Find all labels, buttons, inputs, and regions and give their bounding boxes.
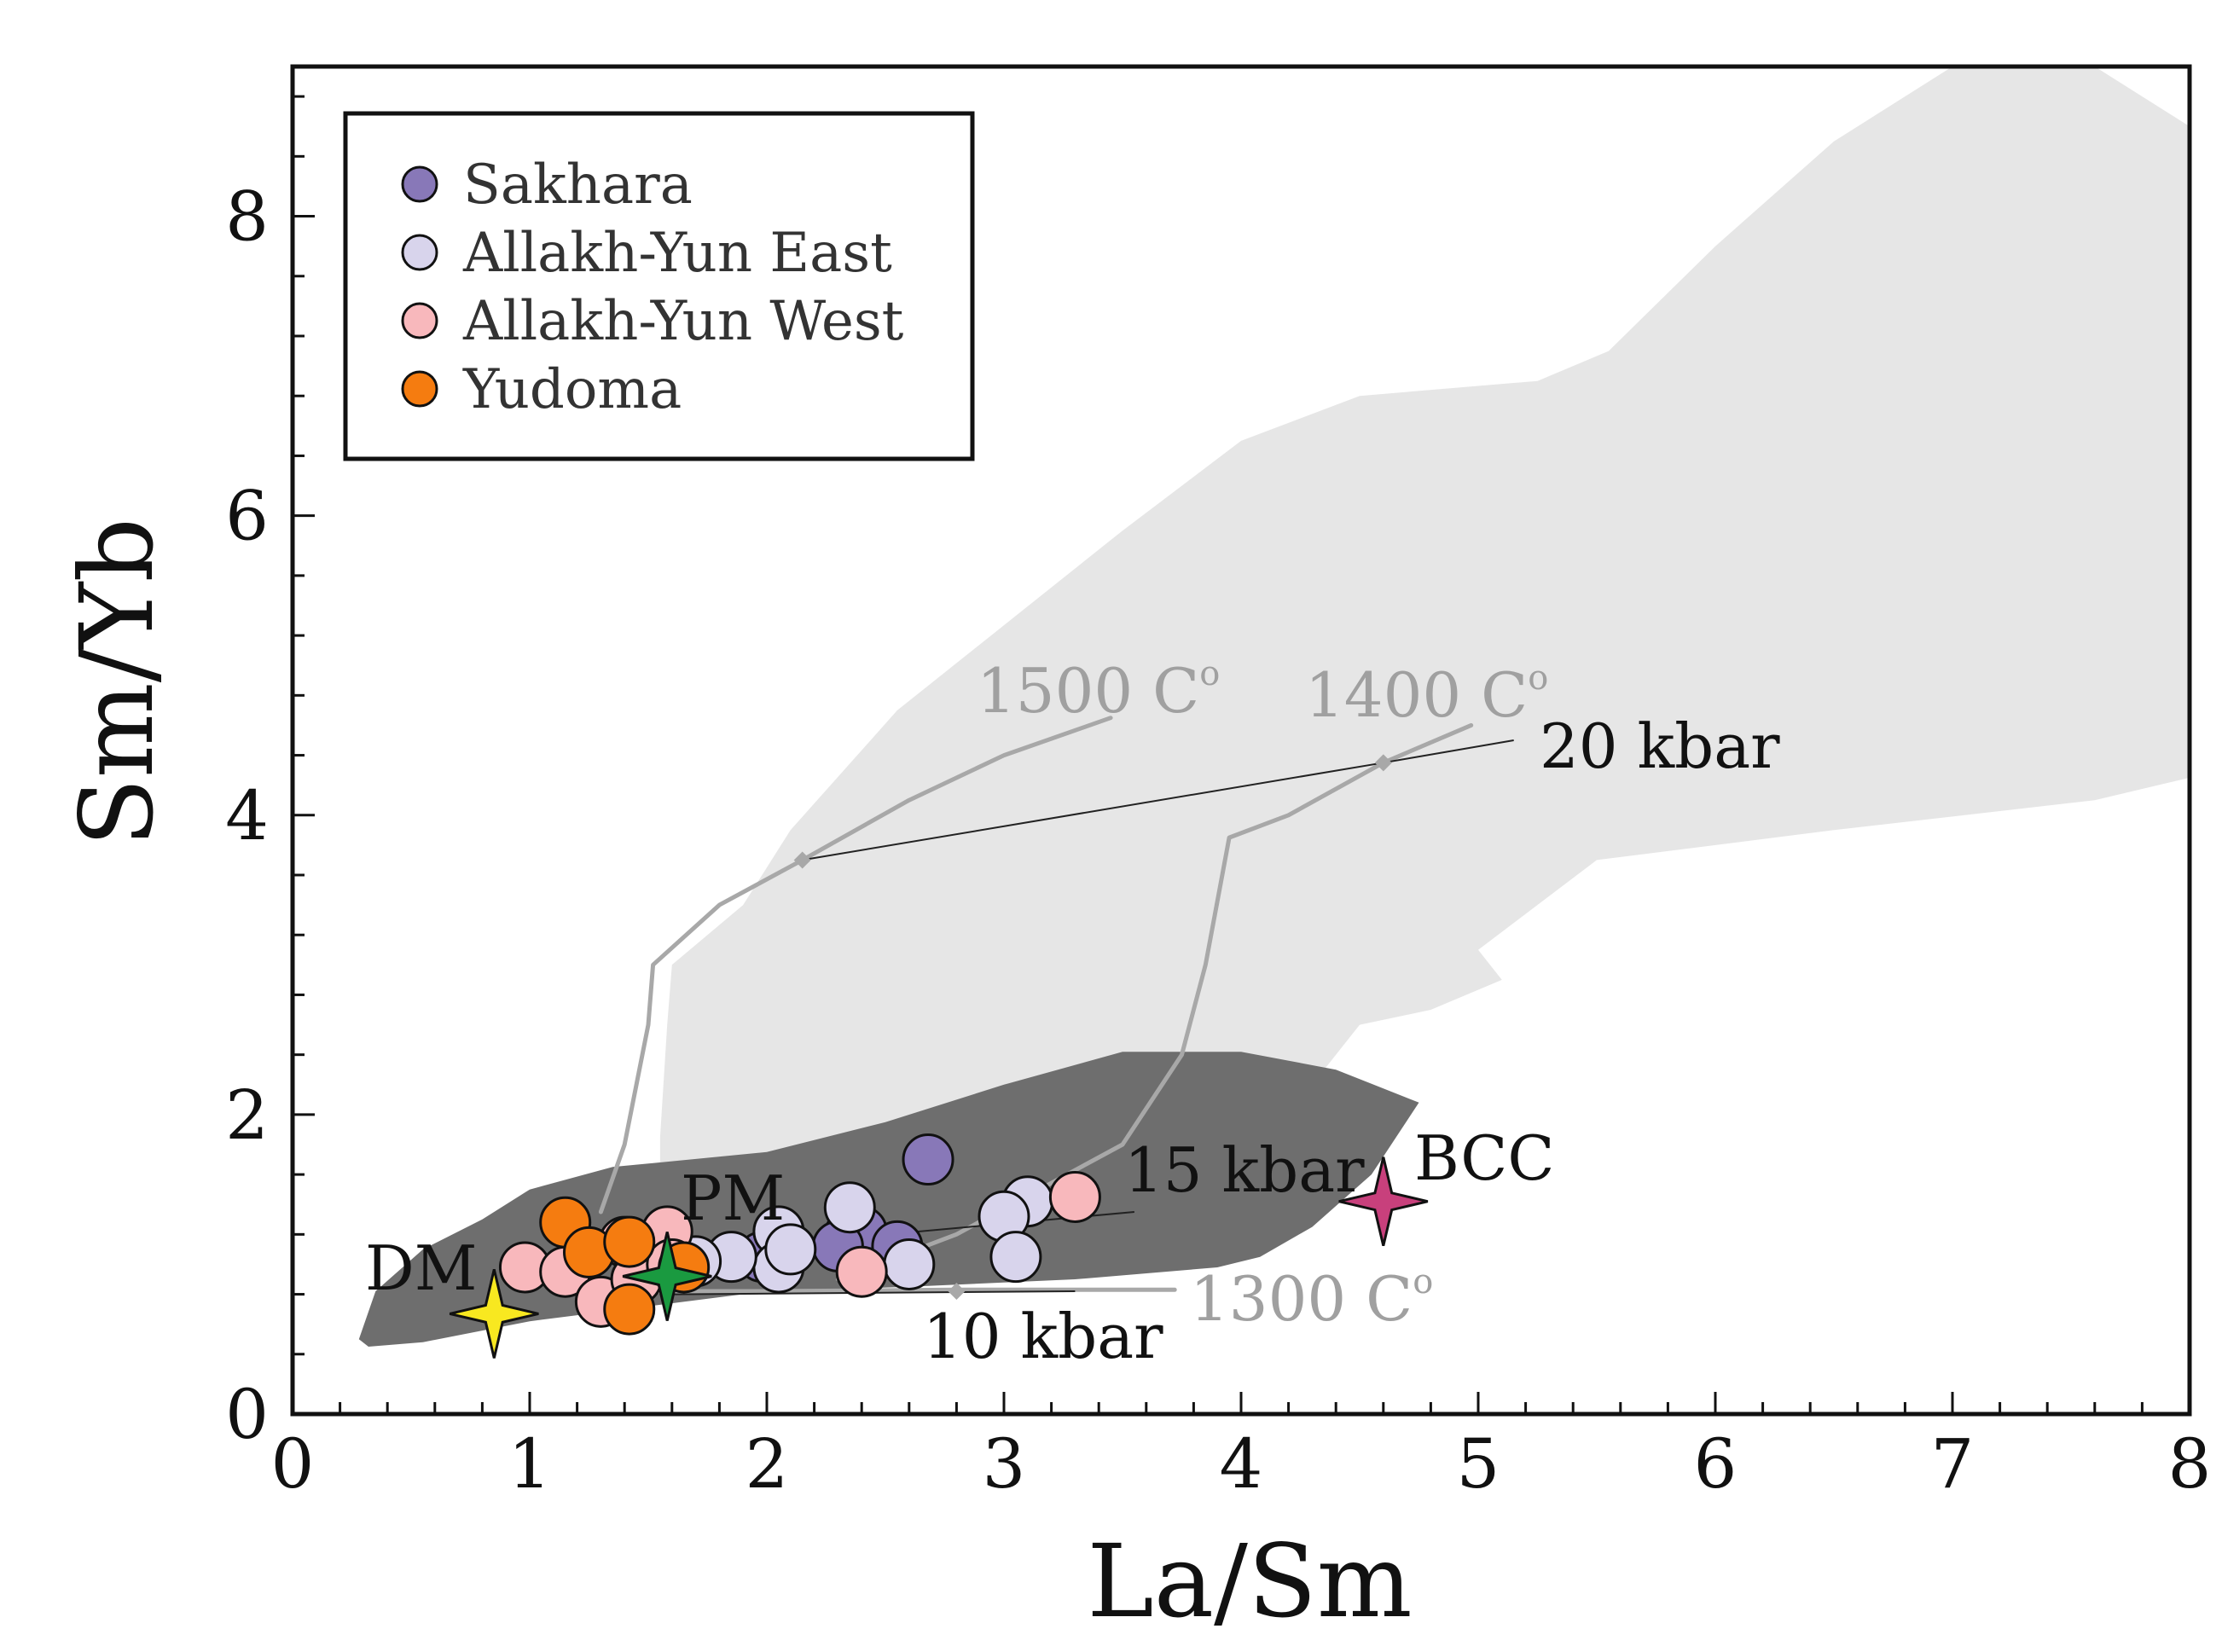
x-tick-label: 3 — [983, 1424, 1026, 1504]
y-tick-label: 2 — [225, 1075, 269, 1155]
x-tick-label: 1 — [508, 1424, 552, 1504]
point-allakh-yun-east-1 — [823, 1181, 876, 1234]
point-yudoma-3 — [603, 1215, 656, 1268]
point-allakh-yun-west-1 — [1048, 1170, 1101, 1223]
y-tick-label: 6 — [225, 477, 269, 556]
legend-marker-allakh-yun-east — [401, 234, 438, 271]
x-tick-label: 4 — [1220, 1424, 1263, 1504]
y-tick-label: 4 — [225, 776, 269, 855]
star-label-dm: DM — [365, 1232, 477, 1304]
curve-label-text: 1400 C — [1305, 659, 1528, 731]
star-bcc — [1338, 1156, 1429, 1247]
pressure-marker-3 — [948, 1283, 966, 1301]
point-yudoma-4 — [603, 1283, 656, 1336]
data-points — [498, 1133, 1101, 1336]
curve-label-superscript: o — [1413, 1262, 1433, 1301]
legend-marker-sakhara — [401, 165, 438, 203]
y-tick-label: 0 — [225, 1375, 269, 1454]
light-field — [659, 67, 2190, 1220]
reference-stars: DM PM BCC — [365, 1122, 1554, 1359]
star-dm — [449, 1269, 539, 1359]
curve-label-1500-c: 1500 Co — [977, 654, 1220, 727]
x-tick-label: 2 — [746, 1424, 789, 1504]
legend-label-allakh-yun-west: Allakh-Yun West — [462, 290, 904, 353]
curve-label-1300-c: 1300 Co — [1190, 1262, 1433, 1335]
legend-marker-yudoma — [401, 370, 438, 408]
curve-1500-c — [598, 716, 1113, 1214]
isobar-label-20-kbar: 20 kbar — [1540, 710, 1780, 782]
legend-marker-allakh-yun-west — [401, 302, 438, 339]
x-tick-label: 0 — [271, 1424, 315, 1504]
curve-label-superscript: o — [1199, 654, 1220, 693]
x-tick-label: 5 — [1457, 1424, 1500, 1504]
curve-label-text: 1300 C — [1190, 1263, 1413, 1335]
legend-box — [343, 111, 975, 461]
x-tick-label: 8 — [2168, 1424, 2212, 1504]
legend-label-sakhara: Sakhara — [463, 154, 693, 217]
x-tick-label: 7 — [1931, 1424, 1975, 1504]
x-axis-title: La/Sm — [1087, 1522, 1412, 1640]
axes: 0 1 2 3 4 5 6 7 8 0 2 4 6 8 La/Sm Sm/Yb — [58, 64, 2212, 1640]
isobar-label-15-kbar: 15 kbar — [1124, 1134, 1365, 1206]
point-sakhara-1 — [902, 1133, 954, 1186]
point-allakh-yun-east-10 — [764, 1223, 817, 1276]
star-label-bcc: BCC — [1414, 1122, 1554, 1194]
curve-label-superscript: o — [1528, 658, 1548, 698]
pressure-marker-1 — [793, 851, 811, 869]
point-allakh-yun-east-4 — [989, 1231, 1042, 1284]
point-allakh-yun-west-9 — [835, 1245, 888, 1298]
pressure-marker-2 — [1374, 754, 1392, 772]
point-allakh-yun-east-5 — [883, 1238, 936, 1290]
legend-label-allakh-yun-east: Allakh-Yun East — [462, 222, 892, 285]
star-label-pm: PM — [681, 1162, 785, 1234]
y-axis-title: Sm/Yb — [58, 518, 176, 847]
x-tick-label: 6 — [1694, 1424, 1738, 1504]
legend-label-yudoma: Yudoma — [462, 358, 682, 421]
isobar-label-10-kbar: 10 kbar — [923, 1301, 1163, 1372]
star-pm — [622, 1232, 712, 1321]
y-tick-label: 8 — [225, 177, 269, 257]
curve-label-text: 1500 C — [977, 655, 1199, 727]
curve-label-1400-c: 1400 Co — [1305, 658, 1548, 731]
